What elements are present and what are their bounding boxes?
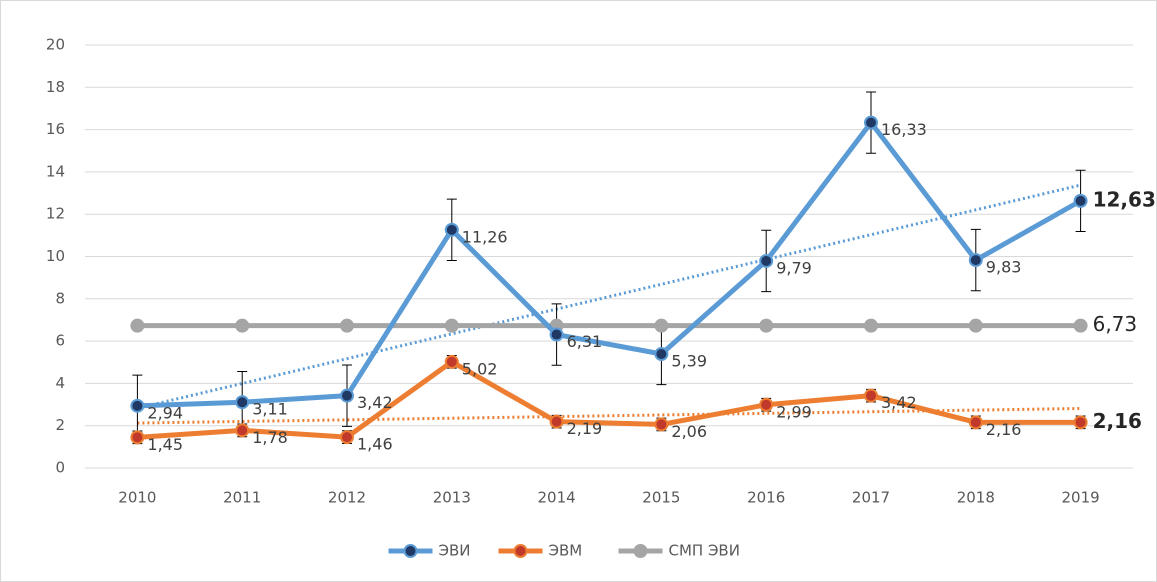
- data-label: 1,45: [147, 435, 183, 454]
- x-tick-label: 2018: [957, 489, 995, 507]
- marker: [864, 388, 878, 403]
- y-tick-label: 8: [55, 289, 65, 307]
- data-label: 16,33: [881, 120, 927, 139]
- data-label: 12,63: [1093, 187, 1156, 211]
- marker: [444, 318, 459, 333]
- y-tick-label: 0: [55, 459, 65, 477]
- data-label: 9,83: [986, 258, 1022, 277]
- legend-label: СМП ЭВИ: [669, 542, 740, 560]
- marker: [130, 398, 145, 413]
- x-tick-label: 2014: [538, 489, 576, 507]
- data-label: 2,19: [567, 419, 603, 438]
- marker: [1073, 318, 1088, 333]
- y-tick-label: 16: [46, 120, 65, 138]
- legend-label: ЭВИ: [439, 542, 471, 560]
- marker: [654, 347, 669, 362]
- y-tick-label: 4: [55, 374, 65, 392]
- data-label: 3,11: [252, 400, 288, 419]
- marker: [130, 430, 145, 445]
- marker: [654, 417, 669, 432]
- marker: [235, 423, 250, 438]
- marker: [444, 222, 459, 237]
- y-tick-label: 12: [46, 205, 65, 223]
- marker: [759, 397, 774, 412]
- y-tick-label: 18: [46, 78, 65, 96]
- marker: [130, 318, 145, 333]
- data-label: 11,26: [462, 227, 508, 246]
- marker: [235, 318, 250, 333]
- marker: [1073, 193, 1088, 208]
- data-label: 2,94: [147, 403, 183, 422]
- marker: [864, 115, 878, 130]
- marker: [968, 415, 983, 430]
- data-label: 5,39: [671, 352, 707, 371]
- y-tick-label: 10: [46, 247, 65, 265]
- marker: [549, 414, 564, 429]
- x-tick-label: 2012: [328, 489, 366, 507]
- data-label: 9,79: [776, 258, 812, 277]
- marker: [340, 430, 354, 445]
- data-label: 6,31: [567, 332, 603, 351]
- data-label: 6,73: [1093, 312, 1138, 336]
- x-tick-label: 2010: [118, 489, 156, 507]
- legend-marker: [633, 544, 648, 558]
- legend-label: ЭВМ: [549, 542, 583, 560]
- marker: [340, 318, 354, 333]
- data-label: 2,16: [986, 420, 1022, 439]
- series-line: [137, 359, 1081, 440]
- y-tick-label: 20: [46, 36, 65, 54]
- data-label: 3,42: [881, 393, 917, 412]
- y-tick-label: 14: [46, 162, 65, 180]
- data-label: 1,78: [252, 428, 288, 447]
- data-label: 3,42: [357, 393, 393, 412]
- x-tick-label: 2019: [1062, 489, 1100, 507]
- data-label: 2,06: [671, 422, 707, 441]
- marker: [864, 318, 878, 333]
- legend-marker: [403, 544, 418, 558]
- series-line: [137, 120, 1082, 409]
- marker: [1073, 415, 1088, 430]
- marker: [654, 318, 669, 333]
- y-tick-label: 2: [55, 416, 65, 434]
- legend-marker: [513, 544, 528, 558]
- marker: [968, 318, 983, 333]
- x-tick-label: 2016: [747, 489, 785, 507]
- x-tick-label: 2017: [852, 489, 890, 507]
- marker: [759, 318, 774, 333]
- y-tick-label: 6: [55, 332, 65, 350]
- marker: [549, 327, 564, 342]
- x-tick-label: 2015: [642, 489, 680, 507]
- marker: [968, 253, 983, 268]
- marker: [759, 253, 774, 268]
- data-label: 1,46: [357, 435, 393, 454]
- marker: [235, 395, 250, 410]
- marker: [444, 354, 459, 369]
- marker: [340, 388, 354, 403]
- x-tick-label: 2013: [433, 489, 471, 507]
- trend-line: [137, 183, 1081, 410]
- data-label: 2,16: [1093, 409, 1142, 433]
- data-label: 5,02: [462, 359, 498, 378]
- data-label: 2,99: [776, 402, 812, 421]
- x-tick-label: 2011: [223, 489, 261, 507]
